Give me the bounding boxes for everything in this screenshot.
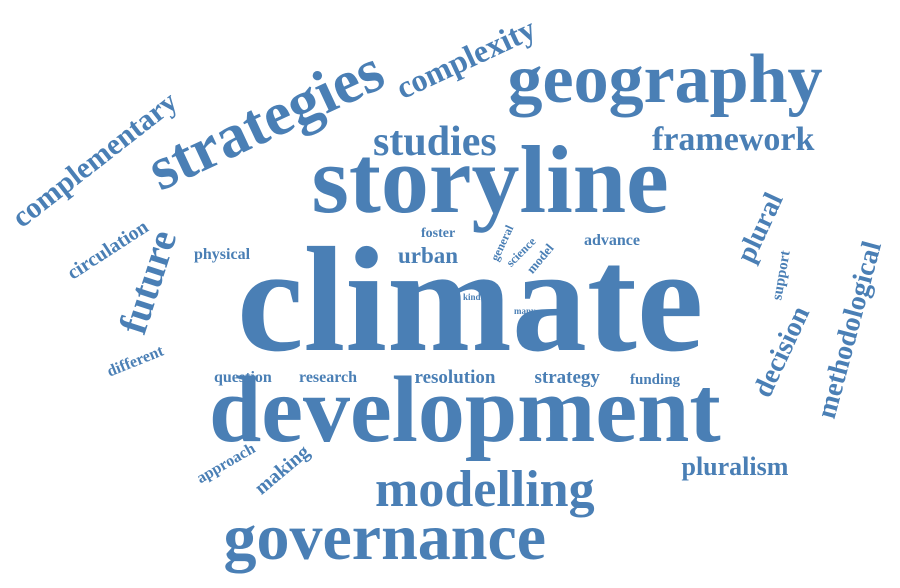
word-decision: decision — [747, 301, 817, 403]
word-modelling: modelling — [375, 461, 595, 518]
word-governance: governance — [223, 501, 547, 574]
word-support: support — [769, 248, 794, 301]
word-funding: funding — [630, 371, 681, 388]
word-development: development — [209, 358, 721, 462]
word-kind: kind — [463, 291, 481, 302]
word-geography: geography — [507, 41, 823, 118]
word-foster: foster — [421, 226, 456, 241]
word-different: different — [104, 342, 166, 381]
word-many: many — [514, 305, 536, 316]
word-urban: urban — [398, 242, 459, 268]
word-question: question — [214, 369, 272, 386]
word-storyline: storyline — [311, 126, 669, 233]
word-advance: advance — [584, 232, 640, 249]
word-pluralism: pluralism — [681, 452, 789, 481]
word-methodological: methodological — [810, 237, 889, 422]
word-research: research — [299, 369, 358, 386]
word-climate: climate — [237, 217, 704, 383]
word-physical: physical — [194, 246, 251, 263]
word-strategy: strategy — [534, 366, 600, 388]
word-studies: studies — [373, 119, 497, 165]
word-framework: framework — [652, 121, 815, 158]
word-resolution: resolution — [414, 366, 496, 388]
